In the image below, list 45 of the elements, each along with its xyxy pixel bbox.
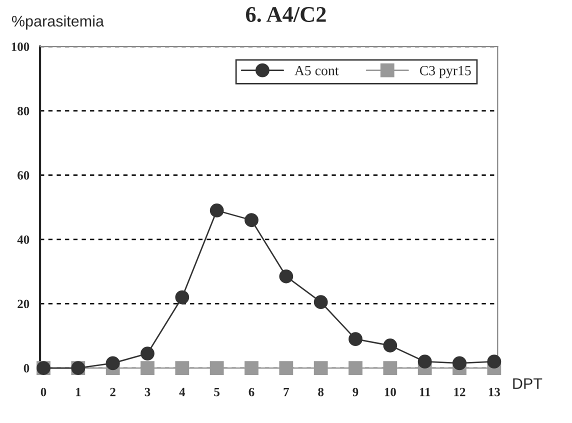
x-tick-label: 9 (352, 388, 358, 396)
point (418, 354, 432, 369)
x-tick-label: 3 (144, 388, 150, 396)
legend-label: C3 pyr15 (420, 66, 471, 78)
point (140, 346, 154, 360)
y-tick-label: 60 (18, 171, 30, 180)
x-tick-label: 11 (420, 388, 430, 396)
point (348, 332, 362, 346)
point (210, 204, 224, 218)
x-axis-title: DPT (513, 378, 542, 389)
x-tick-label: 1 (76, 388, 81, 396)
point (487, 354, 502, 369)
point (244, 361, 258, 375)
x-tick-label: 6 (248, 388, 254, 396)
chart-title: 6. A4/C2 (246, 7, 326, 22)
point (452, 356, 466, 370)
point (210, 361, 224, 375)
point (244, 213, 258, 228)
point (175, 361, 190, 375)
x-tick-label: 13 (488, 388, 500, 396)
x-tick-label: 0 (40, 388, 46, 396)
x-tick-label: 8 (318, 388, 324, 396)
x-tick-label: 2 (110, 388, 116, 396)
y-axis-title: %parasitemia (12, 15, 104, 30)
x-tick-label: 5 (214, 388, 220, 396)
point (314, 295, 328, 310)
point (175, 290, 190, 304)
x-tick-label: 10 (384, 388, 396, 396)
point (383, 361, 398, 375)
y-tick-label: 20 (18, 300, 30, 308)
y-tick-label: 100 (12, 42, 30, 51)
x-tick-label: 7 (284, 388, 289, 396)
y-tick-label: 40 (17, 235, 30, 244)
point (383, 338, 398, 352)
point (106, 356, 120, 370)
x-tick-label: 12 (454, 388, 466, 396)
point (279, 361, 294, 375)
point (314, 361, 328, 375)
y-tick-label: 80 (18, 106, 30, 116)
y-tick-label: 0 (24, 364, 30, 372)
x-tick-label: 4 (179, 388, 186, 396)
legend-label: A5 cont (294, 66, 339, 76)
point (140, 361, 154, 375)
point (279, 269, 294, 284)
point (348, 361, 362, 375)
